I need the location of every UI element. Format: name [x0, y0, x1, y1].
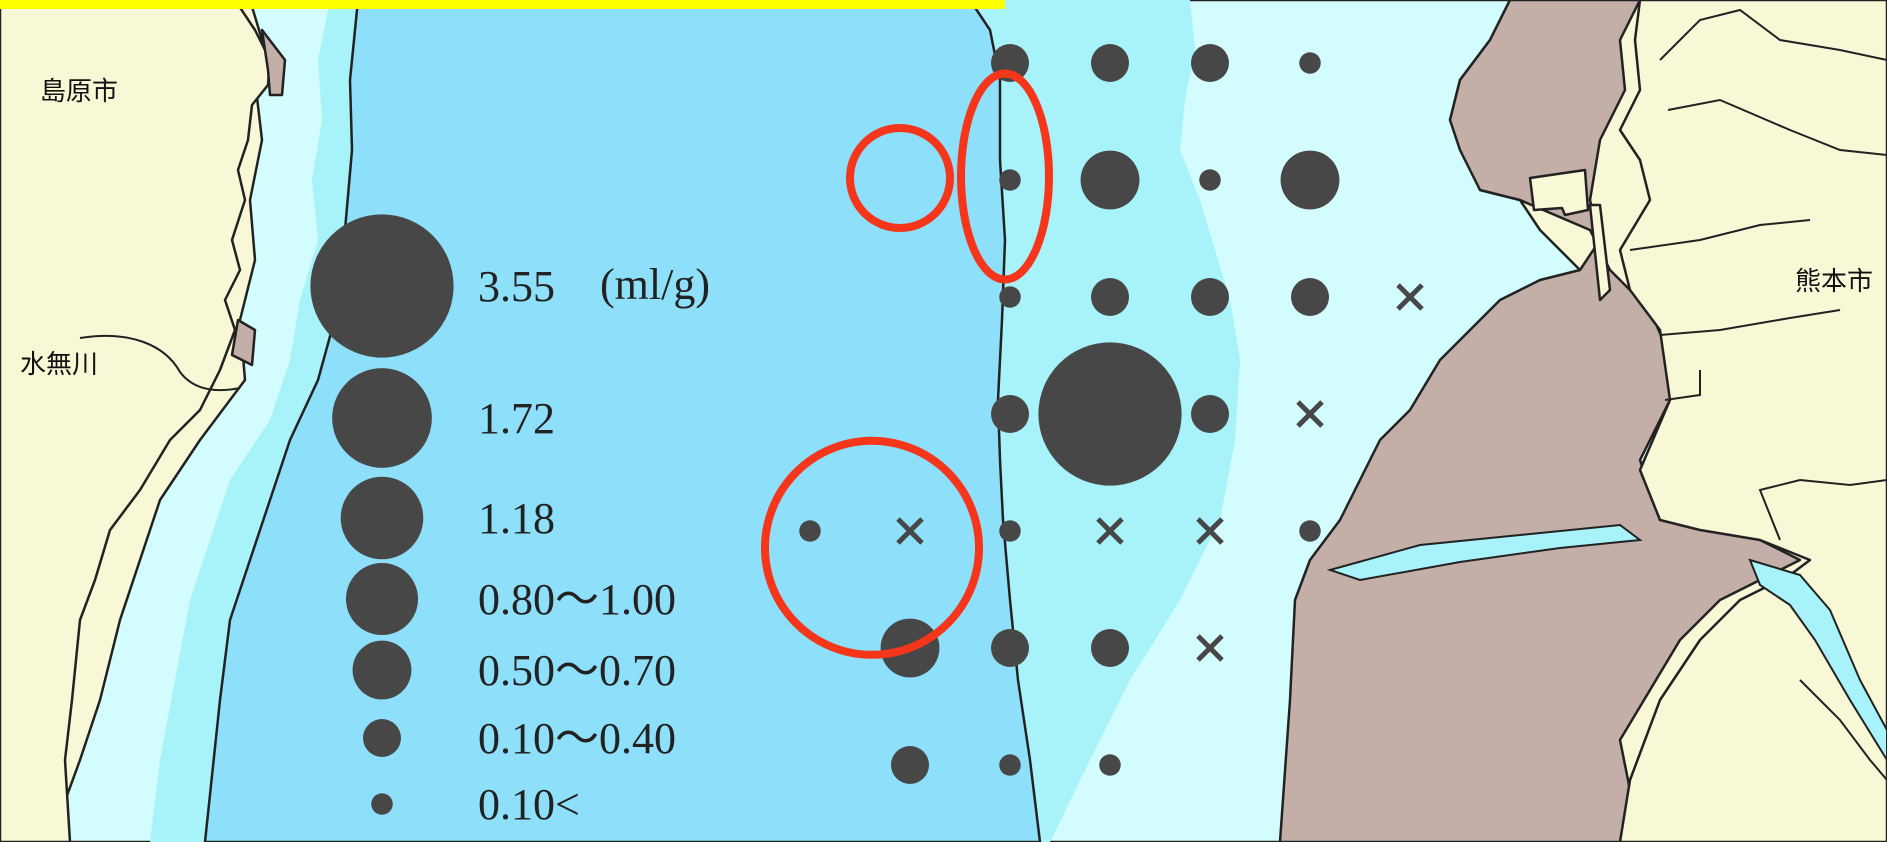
station-marker: [1080, 150, 1140, 210]
station-no-data-mark: [1196, 517, 1224, 545]
station-no-data-mark: [1196, 634, 1224, 662]
station-marker: [1191, 278, 1229, 316]
station-marker: [999, 754, 1021, 776]
station-marker: [1199, 169, 1221, 191]
title-bar: [0, 0, 1005, 9]
pier: [1528, 168, 1590, 217]
station-marker: [999, 286, 1021, 308]
legend-marker-6: [363, 719, 401, 757]
highlights: [761, 69, 1053, 659]
legend-unit: (ml/g): [600, 260, 710, 309]
place-label-shimabara: 島原市: [40, 77, 118, 107]
legend-label-1: 3.55: [478, 262, 555, 311]
legend-marker-5: [352, 640, 412, 700]
station-marker: [991, 395, 1029, 433]
mizunashi-delta: [230, 28, 287, 367]
station-marker: [1038, 342, 1182, 486]
highlight-circle-empty: [846, 124, 954, 232]
legend-label-4: 0.80〜1.00: [478, 575, 676, 624]
station-marker: [1280, 150, 1340, 210]
legend-label-3: 1.18: [478, 494, 555, 543]
station-no-data-mark: [1096, 517, 1124, 545]
legend-label-5: 0.50〜0.70: [478, 646, 676, 695]
station-no-data-mark: [1396, 283, 1424, 311]
river-line-left: [79, 334, 241, 392]
station-marker: [999, 520, 1021, 542]
station-marker: [1099, 754, 1121, 776]
legend-marker-2: [332, 368, 432, 468]
legend-marker-4: [345, 562, 419, 636]
tidal-flat: [1278, 0, 1802, 842]
station-marker: [1091, 44, 1129, 82]
highlight-circle-south: [761, 436, 983, 659]
station-marker: [1091, 629, 1129, 667]
station-marker: [1191, 44, 1229, 82]
place-label-mizunashi: 水無川: [20, 350, 98, 380]
legend: 3.55 1.72 1.18 0.80〜1.00 0.50〜0.70 0.10〜0.40 0…: [310, 214, 676, 829]
kumamoto-border-7: [1799, 679, 1887, 781]
kumamoto-border-1: [1659, 8, 1887, 61]
place-label-kumamoto: 熊本市: [1795, 267, 1873, 297]
kumamoto-border-6: [1758, 478, 1887, 541]
kumamoto-river: [1326, 523, 1643, 582]
kumamoto-land: [1618, 0, 1887, 842]
station-no-data-mark: [1296, 400, 1324, 428]
legend-marker-3: [340, 476, 424, 560]
legend-label-2: 1.72: [478, 394, 555, 443]
station-marker: [1291, 278, 1329, 316]
legend-marker-1: [310, 214, 454, 358]
station-marker: [799, 520, 821, 542]
station-marker: [999, 169, 1021, 191]
kumamoto-border-5: [1664, 370, 1701, 401]
station-marker: [1191, 395, 1229, 433]
estuary-channel: [1748, 558, 1887, 762]
station-marker: [1299, 52, 1321, 74]
station-marker: [891, 746, 929, 784]
kumamoto-border-2: [1667, 98, 1887, 156]
kumamoto-border-3: [1629, 219, 1811, 251]
station-no-data-mark: [896, 517, 924, 545]
legend-label-6: 0.10〜0.40: [478, 714, 676, 763]
station-marker: [1299, 520, 1321, 542]
station-marker: [1091, 278, 1129, 316]
station-marker: [991, 629, 1029, 667]
harbor-channel: [1588, 203, 1612, 302]
legend-label-7: 0.10<: [478, 780, 580, 829]
legend-marker-7: [371, 793, 393, 815]
kumamoto-border-4: [1659, 309, 1841, 336]
highlight-ellipse-north: [957, 69, 1053, 284]
